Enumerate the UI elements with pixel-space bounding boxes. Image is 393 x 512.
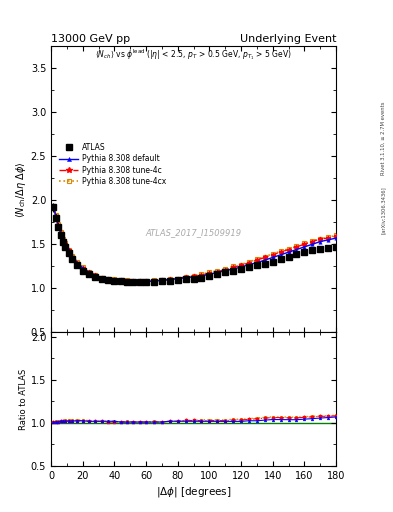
Text: Underlying Event: Underlying Event xyxy=(239,34,336,44)
Text: ATLAS_2017_I1509919: ATLAS_2017_I1509919 xyxy=(145,228,242,237)
Y-axis label: $\langle N_\mathrm{ch}/ \Delta\eta\ \Delta\phi\rangle$: $\langle N_\mathrm{ch}/ \Delta\eta\ \Del… xyxy=(14,161,28,218)
Y-axis label: Ratio to ATLAS: Ratio to ATLAS xyxy=(19,369,28,430)
Text: $\langle N_{ch}\rangle$ vs $\phi^\mathrm{lead}$ ($|\eta|$ < 2.5, $p_T$ > 0.5 GeV: $\langle N_{ch}\rangle$ vs $\phi^\mathrm… xyxy=(95,48,292,62)
X-axis label: $|\Delta\phi|$ [degrees]: $|\Delta\phi|$ [degrees] xyxy=(156,485,231,499)
Text: [arXiv:1306.3436]: [arXiv:1306.3436] xyxy=(381,186,386,234)
Text: Rivet 3.1.10, ≥ 2.7M events: Rivet 3.1.10, ≥ 2.7M events xyxy=(381,101,386,175)
Legend: ATLAS, Pythia 8.308 default, Pythia 8.308 tune-4c, Pythia 8.308 tune-4cx: ATLAS, Pythia 8.308 default, Pythia 8.30… xyxy=(58,141,168,187)
Text: 13000 GeV pp: 13000 GeV pp xyxy=(51,34,130,44)
